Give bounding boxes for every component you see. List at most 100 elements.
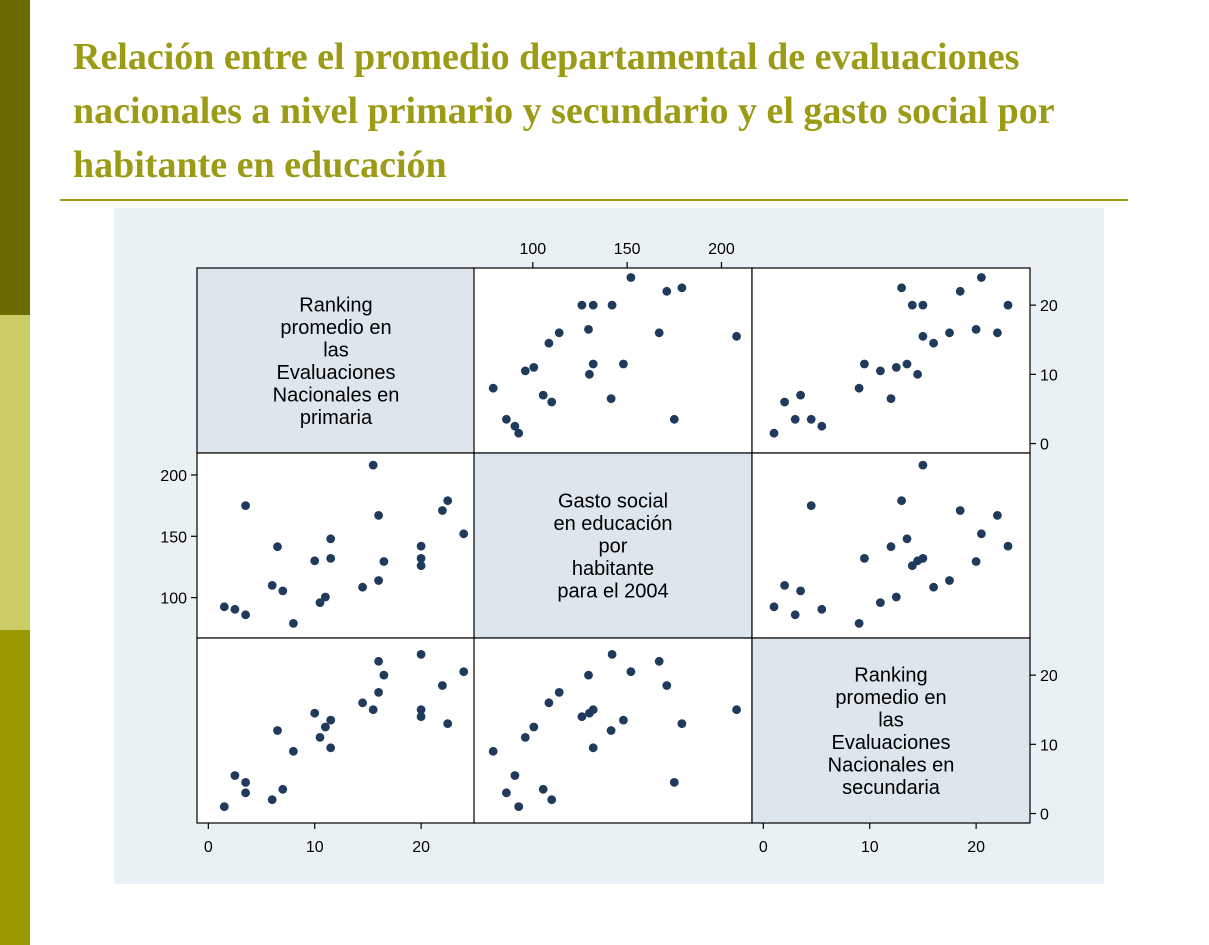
scatter-point <box>790 610 800 620</box>
diagonal-label-line: Nacionales en <box>273 384 400 406</box>
scatter-point <box>886 394 896 403</box>
x-tick-label: 200 <box>708 241 735 258</box>
scatter-point <box>902 359 912 369</box>
scatter-point <box>514 802 524 811</box>
scatter-point <box>273 726 282 735</box>
scatter-point <box>538 784 548 794</box>
scatter-point <box>416 554 426 563</box>
diagonal-label-line: para el 2004 <box>557 581 668 603</box>
scatter-point <box>488 383 498 393</box>
scatter-point <box>971 557 981 566</box>
scatter-point <box>459 667 469 677</box>
scatter-point <box>654 328 664 338</box>
scatter-point <box>588 743 598 753</box>
y-tick-label: 10 <box>1040 367 1058 384</box>
diagonal-label-line: Ranking <box>299 294 372 316</box>
scatter-point <box>971 325 981 334</box>
scatter-point <box>626 273 636 282</box>
diagonal-label-line: Evaluaciones <box>832 732 951 754</box>
panel-frame <box>751 267 1031 454</box>
diagonal-label-line: secundaria <box>842 777 941 799</box>
scatter-point <box>585 369 594 379</box>
scatter-point <box>459 529 469 539</box>
scatter-point <box>588 705 598 715</box>
panel-frame <box>473 267 753 454</box>
scatter-point <box>278 784 288 794</box>
scatter-point <box>945 328 954 338</box>
scatter-point <box>902 534 912 544</box>
scatter-point <box>510 421 520 431</box>
scatter-point <box>677 283 687 293</box>
panel-primaria-gasto <box>473 267 753 454</box>
scatter-point <box>374 576 383 585</box>
scatter-point <box>368 705 378 715</box>
diagonal-label-line: promedio en <box>835 687 946 709</box>
scatter-point <box>626 667 636 677</box>
scatter-point <box>897 496 906 506</box>
scatter-point <box>529 722 539 732</box>
scatter-point <box>769 428 779 438</box>
accent-bar-middle <box>0 315 30 630</box>
x-tick-label: 100 <box>519 241 546 258</box>
scatter-point <box>732 331 741 341</box>
scatter-point <box>732 705 741 715</box>
scatter-point <box>547 397 557 407</box>
scatter-point <box>860 554 869 563</box>
scatter-point <box>913 369 922 379</box>
scatter-point <box>806 414 816 424</box>
scatter-point <box>584 670 593 680</box>
scatter-point <box>796 586 805 596</box>
diagonal-label-line: Ranking <box>854 664 927 686</box>
scatter-point <box>230 771 240 780</box>
scatter-point <box>554 688 564 697</box>
scatter-point <box>278 586 288 596</box>
scatter-point <box>588 300 598 310</box>
diagonal-panel-frame <box>196 267 476 454</box>
scatter-point <box>876 598 885 607</box>
scatter-point <box>854 619 864 628</box>
scatter-point <box>514 428 524 438</box>
scatter-point <box>289 619 298 628</box>
x-tick-label: 150 <box>614 241 641 258</box>
scatter-point <box>547 795 557 805</box>
scatter-point <box>577 712 587 722</box>
accent-bar-top <box>0 0 30 315</box>
y-tick-label: 200 <box>160 468 187 485</box>
y-tick-label: 0 <box>1040 437 1049 454</box>
scatter-point <box>219 802 229 811</box>
scatter-point <box>326 534 336 544</box>
scatter-point <box>416 561 426 571</box>
slide-title: Relación entre el promedio departamental… <box>73 36 1054 186</box>
panel-secundaria-primaria <box>196 637 476 824</box>
scatter-point <box>315 733 325 742</box>
title-divider <box>60 199 1128 201</box>
scatter-point <box>544 338 554 348</box>
scatter-point <box>358 582 367 592</box>
accent-bar-bottom <box>0 630 30 945</box>
scatter-point <box>241 778 250 787</box>
scatter-point <box>955 286 965 296</box>
scatter-point <box>219 602 229 612</box>
scatter-point <box>241 610 250 620</box>
scatter-point <box>955 506 965 515</box>
scatter-point <box>907 561 917 571</box>
scatter-point <box>607 650 617 659</box>
diagonal-panel-frame <box>751 637 1031 824</box>
scatter-point <box>241 501 250 510</box>
scatter-point <box>289 746 298 756</box>
scatter-point <box>310 708 320 718</box>
scatter-point <box>520 366 530 376</box>
x-tick-label: 20 <box>412 839 430 856</box>
scatter-point <box>891 363 901 372</box>
scatter-point <box>918 554 928 563</box>
scatter-point <box>918 331 928 341</box>
diagonal-label-line: promedio en <box>280 317 391 339</box>
scatter-point <box>606 394 616 403</box>
scatter-point <box>577 300 587 310</box>
y-tick-label: 150 <box>160 529 187 546</box>
scatter-point <box>817 421 827 431</box>
panel-frame <box>196 452 476 639</box>
scatter-point <box>780 581 789 590</box>
